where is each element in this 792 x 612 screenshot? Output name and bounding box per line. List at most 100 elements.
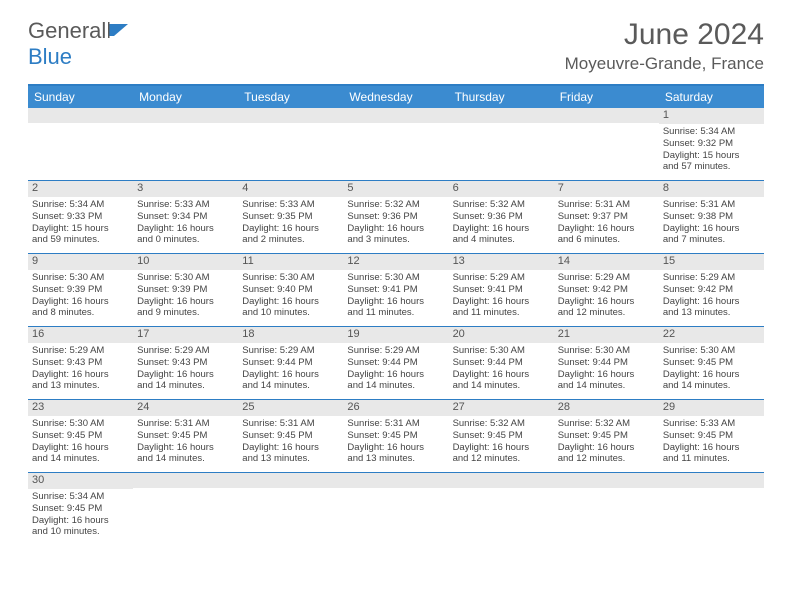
day-cell bbox=[449, 108, 554, 180]
day-cell bbox=[133, 108, 238, 180]
week-row: 23Sunrise: 5:30 AMSunset: 9:45 PMDayligh… bbox=[28, 400, 764, 473]
day-cell: 20Sunrise: 5:30 AMSunset: 9:44 PMDayligh… bbox=[449, 327, 554, 399]
weekday-header: Thursday bbox=[449, 86, 554, 108]
week-row: 30Sunrise: 5:34 AMSunset: 9:45 PMDayligh… bbox=[28, 473, 764, 545]
day-detail-line: Daylight: 16 hours bbox=[453, 296, 550, 308]
day-cell: 4Sunrise: 5:33 AMSunset: 9:35 PMDaylight… bbox=[238, 181, 343, 253]
day-number: 26 bbox=[343, 400, 448, 416]
day-cell: 1Sunrise: 5:34 AMSunset: 9:32 PMDaylight… bbox=[659, 108, 764, 180]
day-cell bbox=[659, 473, 764, 545]
day-detail-line: Daylight: 16 hours bbox=[347, 296, 444, 308]
day-number: 15 bbox=[659, 254, 764, 270]
day-detail-line: Daylight: 16 hours bbox=[558, 369, 655, 381]
day-number: 19 bbox=[343, 327, 448, 343]
day-detail-line: Daylight: 16 hours bbox=[32, 442, 129, 454]
day-detail-line: Daylight: 16 hours bbox=[137, 369, 234, 381]
day-number: 17 bbox=[133, 327, 238, 343]
day-detail-line: Sunrise: 5:29 AM bbox=[137, 345, 234, 357]
day-detail-line: and 13 minutes. bbox=[32, 380, 129, 392]
day-number: 24 bbox=[133, 400, 238, 416]
day-detail-line: and 14 minutes. bbox=[347, 380, 444, 392]
day-number: 3 bbox=[133, 181, 238, 197]
day-detail-line: Sunrise: 5:29 AM bbox=[663, 272, 760, 284]
day-detail-line: Sunrise: 5:29 AM bbox=[453, 272, 550, 284]
day-cell: 7Sunrise: 5:31 AMSunset: 9:37 PMDaylight… bbox=[554, 181, 659, 253]
day-detail-line: Sunset: 9:39 PM bbox=[32, 284, 129, 296]
day-detail-line: Sunset: 9:45 PM bbox=[137, 430, 234, 442]
day-detail-line: and 14 minutes. bbox=[32, 453, 129, 465]
day-detail-line: Sunset: 9:45 PM bbox=[558, 430, 655, 442]
day-detail-line: and 13 minutes. bbox=[242, 453, 339, 465]
day-detail-line: Sunrise: 5:31 AM bbox=[347, 418, 444, 430]
day-detail-line: and 12 minutes. bbox=[558, 453, 655, 465]
day-detail-line: and 10 minutes. bbox=[32, 526, 129, 538]
week-row: 16Sunrise: 5:29 AMSunset: 9:43 PMDayligh… bbox=[28, 327, 764, 400]
day-detail-line: and 10 minutes. bbox=[242, 307, 339, 319]
weekday-header: Saturday bbox=[659, 86, 764, 108]
day-detail-line: Sunrise: 5:30 AM bbox=[32, 418, 129, 430]
day-number: 6 bbox=[449, 181, 554, 197]
weeks-container: 1Sunrise: 5:34 AMSunset: 9:32 PMDaylight… bbox=[28, 108, 764, 545]
day-detail-line: and 0 minutes. bbox=[137, 234, 234, 246]
day-detail-line: Sunset: 9:45 PM bbox=[242, 430, 339, 442]
day-detail-line: Daylight: 16 hours bbox=[558, 223, 655, 235]
day-number: 7 bbox=[554, 181, 659, 197]
day-detail-line: Daylight: 16 hours bbox=[453, 223, 550, 235]
day-detail-line: and 4 minutes. bbox=[453, 234, 550, 246]
day-detail-line: Daylight: 16 hours bbox=[32, 369, 129, 381]
day-detail-line: and 14 minutes. bbox=[242, 380, 339, 392]
day-detail-line: and 14 minutes. bbox=[453, 380, 550, 392]
day-detail-line: Sunset: 9:44 PM bbox=[558, 357, 655, 369]
day-detail-line: Daylight: 16 hours bbox=[32, 296, 129, 308]
day-detail-line: Sunset: 9:44 PM bbox=[453, 357, 550, 369]
weekday-header: Monday bbox=[133, 86, 238, 108]
day-detail-line: Sunset: 9:44 PM bbox=[242, 357, 339, 369]
day-detail-line: Sunrise: 5:31 AM bbox=[242, 418, 339, 430]
logo-flag-icon bbox=[108, 22, 130, 38]
day-number bbox=[133, 108, 238, 123]
day-detail-line: Sunrise: 5:33 AM bbox=[663, 418, 760, 430]
day-cell: 28Sunrise: 5:32 AMSunset: 9:45 PMDayligh… bbox=[554, 400, 659, 472]
day-number: 14 bbox=[554, 254, 659, 270]
day-cell: 23Sunrise: 5:30 AMSunset: 9:45 PMDayligh… bbox=[28, 400, 133, 472]
day-detail-line: and 59 minutes. bbox=[32, 234, 129, 246]
day-number bbox=[343, 108, 448, 123]
day-number: 8 bbox=[659, 181, 764, 197]
day-number bbox=[554, 108, 659, 123]
day-detail-line: Sunrise: 5:30 AM bbox=[32, 272, 129, 284]
day-cell: 5Sunrise: 5:32 AMSunset: 9:36 PMDaylight… bbox=[343, 181, 448, 253]
day-detail-line: and 14 minutes. bbox=[663, 380, 760, 392]
day-detail-line: and 6 minutes. bbox=[558, 234, 655, 246]
day-detail-line: Daylight: 15 hours bbox=[663, 150, 760, 162]
day-detail-line: and 7 minutes. bbox=[663, 234, 760, 246]
day-number: 5 bbox=[343, 181, 448, 197]
day-cell: 29Sunrise: 5:33 AMSunset: 9:45 PMDayligh… bbox=[659, 400, 764, 472]
day-cell: 2Sunrise: 5:34 AMSunset: 9:33 PMDaylight… bbox=[28, 181, 133, 253]
day-detail-line: Daylight: 16 hours bbox=[558, 442, 655, 454]
week-row: 1Sunrise: 5:34 AMSunset: 9:32 PMDaylight… bbox=[28, 108, 764, 181]
day-number: 2 bbox=[28, 181, 133, 197]
day-detail-line: and 2 minutes. bbox=[242, 234, 339, 246]
day-number bbox=[554, 473, 659, 488]
day-detail-line: Sunrise: 5:31 AM bbox=[663, 199, 760, 211]
day-detail-line: Sunset: 9:45 PM bbox=[32, 503, 129, 515]
day-detail-line: Daylight: 16 hours bbox=[347, 223, 444, 235]
day-detail-line: Daylight: 16 hours bbox=[137, 296, 234, 308]
day-detail-line: Sunrise: 5:29 AM bbox=[558, 272, 655, 284]
day-detail-line: Sunrise: 5:32 AM bbox=[558, 418, 655, 430]
day-detail-line: Sunrise: 5:34 AM bbox=[32, 491, 129, 503]
day-detail-line: Sunrise: 5:32 AM bbox=[453, 199, 550, 211]
weekday-header-row: SundayMondayTuesdayWednesdayThursdayFrid… bbox=[28, 86, 764, 108]
day-number bbox=[238, 108, 343, 123]
day-cell: 25Sunrise: 5:31 AMSunset: 9:45 PMDayligh… bbox=[238, 400, 343, 472]
day-number: 11 bbox=[238, 254, 343, 270]
location: Moyeuvre-Grande, France bbox=[565, 54, 764, 74]
day-number: 18 bbox=[238, 327, 343, 343]
day-cell: 21Sunrise: 5:30 AMSunset: 9:44 PMDayligh… bbox=[554, 327, 659, 399]
day-detail-line: Daylight: 16 hours bbox=[242, 296, 339, 308]
day-detail-line: and 9 minutes. bbox=[137, 307, 234, 319]
day-cell bbox=[343, 108, 448, 180]
day-detail-line: Sunset: 9:36 PM bbox=[453, 211, 550, 223]
day-detail-line: Daylight: 16 hours bbox=[242, 223, 339, 235]
day-detail-line: and 13 minutes. bbox=[347, 453, 444, 465]
